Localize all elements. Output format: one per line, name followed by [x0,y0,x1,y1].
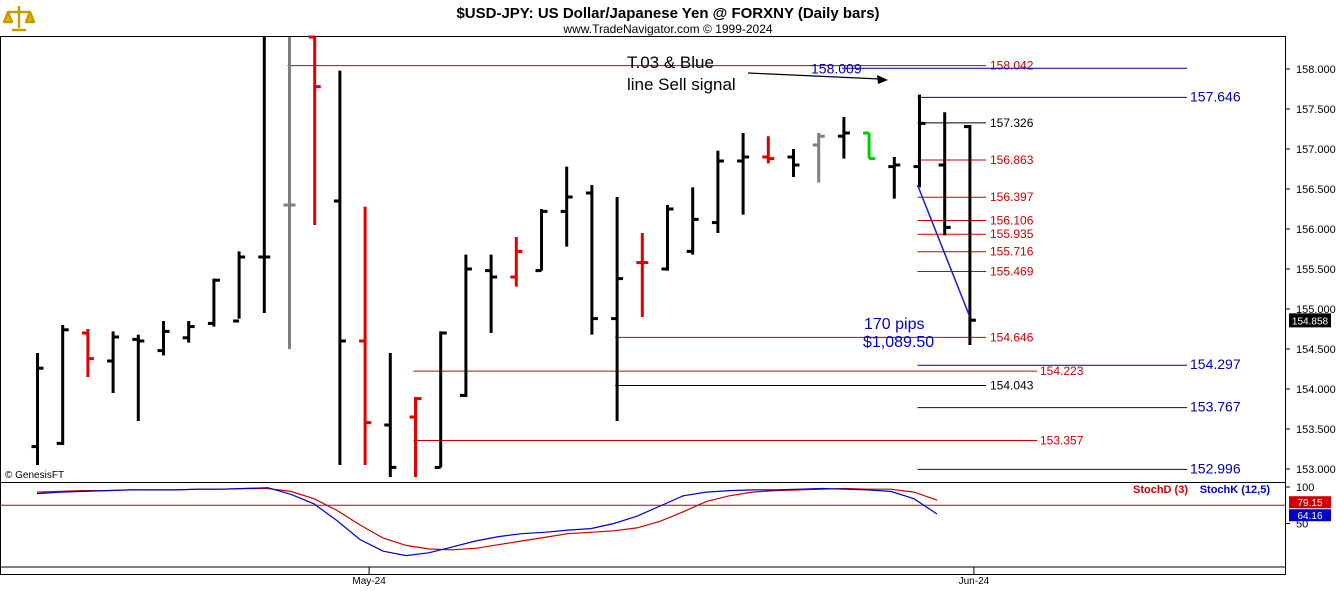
ohlc-bar [233,251,246,323]
y-tick-label: 155.500 [1296,264,1336,276]
y-tick-label: 153.000 [1296,464,1336,476]
ohlc-bar [132,334,145,421]
ohlc-bar [711,150,724,233]
x-tick-label: May-24 [352,576,386,587]
level-label-152.996: 152.996 [1190,460,1241,476]
legend-stoch-d: StochD (3) [1133,484,1188,496]
level-label-155.716: 155.716 [990,245,1034,259]
stoch-k-value-tag: 64.16 [1289,509,1331,522]
y-tick-label: 158.000 [1296,64,1336,76]
y-tick-label: 156.000 [1296,224,1336,236]
ohlc-bar [560,166,573,247]
ohlc-bar [611,197,624,421]
dollars-label: $1,089.50 [863,334,934,351]
ohlc-bar [863,131,876,161]
level-label-158.009: 158.009 [811,60,862,76]
blue-line-segment [916,184,971,318]
ohlc-bar [157,321,170,356]
ohlc-bar [535,209,548,273]
ohlc-bar [384,353,397,477]
ohlc-bar [359,206,372,465]
level-label-156.106: 156.106 [990,214,1034,228]
chart-subtitle: www.TradeNavigator.com © 1999-2024 [562,22,772,36]
sell-signal-arrow [747,72,888,84]
chart-title: $USD-JPY: US Dollar/Japanese Yen @ FORXN… [456,5,879,22]
ohlc-bar [56,325,69,445]
y-tick-label: 155.000 [1296,304,1336,316]
ohlc-bar [636,233,649,317]
ohlc-bar [737,133,750,215]
ohlc-bar [182,321,195,343]
ohlc-bar [510,237,523,287]
ohlc-bar [409,397,422,477]
ohlc-bar [585,185,598,335]
ohlc-bar [81,329,94,377]
ohlc-bar [283,37,296,349]
stochastic-lines [36,487,938,557]
ohlc-bar [107,331,120,393]
svg-text:79.15: 79.15 [1297,498,1322,509]
ind-tick-label: 100 [1296,482,1314,494]
ohlc-bar [938,112,951,236]
blue-sell-line [916,184,971,318]
ohlc-bar [888,157,901,199]
ohlc-bar [308,35,321,225]
y-tick-label: 156.500 [1296,184,1336,196]
ind-tick-label: 50 [1296,519,1308,531]
ohlc-bar [661,205,674,271]
y-tick-label: 154.000 [1296,384,1336,396]
indicator-y-axis: 100 50 [1285,482,1314,531]
ohlc-bar [459,254,472,397]
ohlc-bar [787,149,800,177]
level-label-156.863: 156.863 [990,153,1034,167]
stoch-d-value-tag: 79.15 [1289,496,1331,509]
svg-text:154.858: 154.858 [1292,316,1329,327]
watermark: © GenesisFT [5,470,64,481]
price-levels: 158.042 158.009 157.646 157.326 156.863 156.3… [287,59,1241,476]
series-blue [36,487,938,557]
ohlc-bar [963,125,976,345]
ohlc-bar [258,37,271,313]
level-label-157.646: 157.646 [1190,88,1241,104]
ohlc-bar [762,136,775,164]
ohlc-bar [434,331,447,469]
y-tick-label: 154.500 [1296,344,1336,356]
level-label-157.326: 157.326 [990,116,1034,130]
level-label-155.935: 155.935 [990,227,1034,241]
level-label-154.043: 154.043 [990,379,1034,393]
ohlc-bar [485,254,498,333]
price-y-axis: 158.000 157.500 157.000 156.500 156.000 155.5… [1285,64,1336,476]
level-label-158.042: 158.042 [990,59,1034,73]
ohlc-bar [812,133,825,183]
ohlc-bar [333,70,346,465]
y-tick-label: 153.500 [1296,424,1336,436]
y-tick-label: 157.500 [1296,104,1336,116]
y-tick-label: 157.000 [1296,144,1336,156]
gold-scales-icon [2,2,36,34]
ohlc-bars [31,35,976,477]
legend-stoch-k: StochK (12,5) [1200,484,1271,496]
svg-text:64.16: 64.16 [1297,511,1322,522]
ohlc-bar [31,353,44,465]
level-label-156.397: 156.397 [990,190,1034,204]
level-label-153.767: 153.767 [1190,399,1241,415]
sell-signal-text-line2: line Sell signal [627,75,736,94]
date-x-axis: May-24 Jun-24 [352,567,990,587]
ohlc-bar [837,117,850,159]
level-label-154.223: 154.223 [1040,364,1084,378]
level-label-155.469: 155.469 [990,264,1034,278]
ohlc-bar [913,94,926,188]
x-tick-label: Jun-24 [959,576,990,587]
level-label-154.646: 154.646 [990,330,1034,344]
pips-label: 170 pips [864,316,925,333]
ohlc-bar [207,278,220,327]
indicator-panel-frame [0,482,1286,575]
level-label-154.297: 154.297 [1190,356,1241,372]
current-price-tag: 154.858 [1289,313,1331,328]
ohlc-bar [686,187,699,255]
sell-signal-text-line1: T.03 & Blue [627,53,714,72]
level-label-153.357: 153.357 [1040,433,1084,447]
